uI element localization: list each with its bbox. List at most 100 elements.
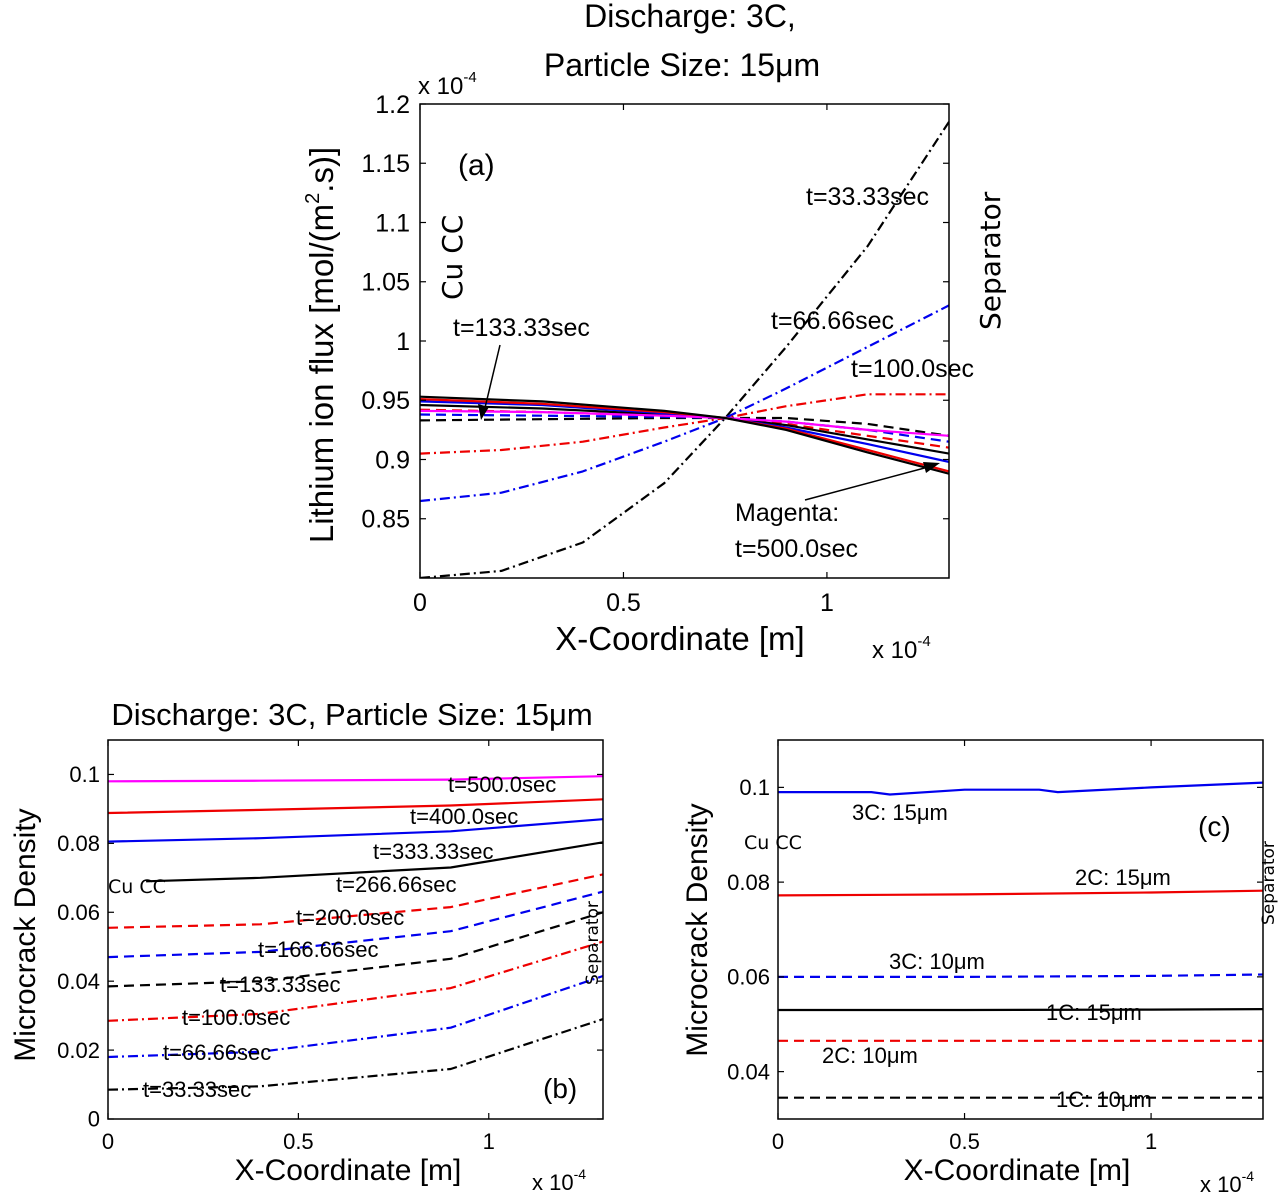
chart-b-series-line-1: [108, 798, 603, 815]
chart-a-xlabel: X-Coordinate [m]: [555, 620, 804, 657]
chart-b-label-t266: t=266.66sec: [336, 872, 456, 897]
chart-a-ytick-label-1: 0.9: [375, 446, 410, 474]
chart-a-ytick-label-5: 1.1: [375, 209, 410, 237]
chart-c-axes-box: [777, 739, 1264, 1120]
chart-a-series-line-2: [420, 393, 949, 455]
chart-a-annot-t66: t=66.66sec: [771, 307, 894, 335]
chart-a-ticks: 0 0.5 1 0.85 0.9 0.95 1 1.05 1.1 1.15 1.2: [361, 91, 949, 617]
chart-c-annot-separator: Separator: [1259, 841, 1279, 925]
chart-b-series-line-8: [108, 974, 603, 1059]
chart-b-xtick-label-0: 0: [102, 1129, 114, 1154]
chart-b-series-line-0: [108, 775, 603, 783]
chart-a-ytick-label-6: 1.15: [361, 150, 410, 178]
chart-b-xlabel: X-Coordinate [m]: [235, 1154, 462, 1187]
chart-c-ticks: 0 0.5 1 0.04 0.06 0.08 0.1: [727, 740, 1263, 1154]
chart-c-label-1c10: 1C: 10μm: [1056, 1087, 1152, 1112]
chart-a-annot-t33: t=33.33sec: [806, 183, 929, 211]
chart-b-xscale: x 10-4: [532, 1166, 586, 1195]
chart-c-series-line-3: [778, 1007, 1263, 1012]
chart-b-axes-box: [107, 739, 604, 1120]
chart-a-ytick-label-4: 1.05: [361, 269, 410, 297]
chart-a-yscale: x 10-4: [418, 69, 477, 100]
chart-a-title-line2: Particle Size: 15μm: [544, 47, 820, 83]
chart-a: Discharge: 3C, Particle Size: 15μm x 10-…: [302, 0, 1007, 664]
chart-b-label-t133: t=133.33sec: [220, 972, 340, 997]
chart-b-label-t333: t=333.33sec: [373, 839, 493, 864]
chart-a-ytick-label-2: 0.95: [361, 387, 410, 415]
chart-b-ytick-label-2: 0.04: [57, 969, 100, 994]
chart-a-title-line1: Discharge: 3C,: [584, 0, 796, 34]
chart-c-label-3c15: 3C: 15μm: [852, 800, 948, 825]
chart-a-arrow-t133: [483, 344, 501, 413]
chart-c-series-line-2: [778, 973, 1263, 979]
chart-a-annot-separator: Separator: [974, 191, 1007, 330]
chart-b-label-t100: t=100.0sec: [182, 1005, 290, 1030]
chart-c-line-labels: 3C: 15μm 2C: 15μm 3C: 10μm 1C: 15μm 2C: …: [822, 800, 1171, 1112]
chart-b-series-line-9: [108, 1018, 603, 1091]
chart-b-series-line-5: [108, 890, 603, 959]
chart-b-annot-separator: Separator: [583, 901, 603, 985]
chart-b-ylabel: Microcrack Density: [9, 808, 42, 1061]
chart-a-ytick-label-3: 1: [396, 328, 410, 356]
chart-c-series-line-1: [778, 889, 1263, 897]
chart-b-ytick-label-1: 0.02: [57, 1038, 100, 1063]
chart-a-series-line-1: [420, 304, 949, 503]
chart-a-ytick-label-7: 1.2: [375, 91, 410, 119]
chart-c-xtick-label-2: 1: [1145, 1129, 1157, 1154]
chart-b: Discharge: 3C, Particle Size: 15μm 0 0.5 1…: [9, 697, 604, 1195]
chart-c-xlabel: X-Coordinate [m]: [904, 1154, 1131, 1187]
chart-b-label-t66: t=66.66sec: [163, 1040, 271, 1065]
chart-c-xscale: x 10-4: [1200, 1168, 1254, 1196]
chart-a-ylabel: Lithium ion flux [mol/(m2.s)]: [302, 147, 340, 543]
chart-b-xtick-label-1: 0.5: [283, 1129, 314, 1154]
chart-a-annot-cucc: Cu CC: [436, 215, 469, 300]
chart-a-xtick-label-1: 0.5: [606, 589, 641, 617]
chart-b-series-line-6: [108, 911, 603, 988]
chart-b-panel-label: (b): [543, 1073, 577, 1104]
chart-b-annot-cucc: Cu CC: [108, 876, 166, 898]
chart-b-series-line-2: [108, 818, 603, 843]
chart-b-ticks: 0 0.5 1 0 0.02 0.04 0.06 0.08 0.1: [57, 740, 603, 1154]
chart-a-series-line-10: [420, 395, 949, 475]
chart-c-label-2c15: 2C: 15μm: [1075, 865, 1171, 890]
chart-c-ytick-label-2: 0.08: [727, 870, 770, 895]
chart-b-series-line-7: [108, 940, 603, 1022]
chart-b-label-t400: t=400.0sec: [410, 804, 518, 829]
chart-c-ytick-label-1: 0.06: [727, 965, 770, 990]
chart-a-annot-t100: t=100.0sec: [851, 355, 974, 383]
chart-b-label-t166: t=166.66sec: [258, 937, 378, 962]
chart-c-panel-label: (c): [1198, 811, 1231, 842]
chart-b-line-labels: t=500.0sec t=400.0sec t=333.33sec t=266.…: [143, 772, 556, 1102]
chart-c-series-line-0: [778, 781, 1263, 796]
chart-b-ytick-label-4: 0.08: [57, 831, 100, 856]
chart-c-label-3c10: 3C: 10μm: [889, 949, 985, 974]
chart-a-panel-label: (a): [458, 149, 495, 182]
chart-a-arrow-magenta: [804, 465, 933, 501]
chart-b-label-t33: t=33.33sec: [143, 1077, 251, 1102]
chart-a-annot-t133: t=133.33sec: [453, 314, 590, 342]
chart-c-ytick-label-0: 0.04: [727, 1059, 770, 1084]
chart-c-annot-cucc: Cu CC: [744, 832, 802, 854]
chart-b-title: Discharge: 3C, Particle Size: 15μm: [111, 697, 592, 732]
chart-b-xtick-label-2: 1: [483, 1129, 495, 1154]
chart-a-xtick-label-0: 0: [413, 589, 427, 617]
chart-b-ytick-label-3: 0.06: [57, 900, 100, 925]
chart-a-annot-t500: t=500.0sec: [735, 535, 858, 563]
chart-c-ylabel: Microcrack Density: [681, 803, 714, 1056]
chart-b-label-t500: t=500.0sec: [448, 772, 556, 797]
chart-b-ytick-label-0: 0: [88, 1107, 100, 1132]
chart-c: 0 0.5 10.040.060.080.1 Microcrack Density …: [681, 739, 1279, 1196]
chart-c-series: [778, 781, 1263, 1099]
chart-b-series-line-4: [108, 873, 603, 929]
chart-c-xtick-label-1: 0.5: [949, 1129, 980, 1154]
chart-c-ytick-label-3: 0.1: [739, 775, 770, 800]
chart-a-series: [420, 121, 949, 578]
chart-a-annot-magenta: Magenta:: [735, 499, 839, 527]
chart-a-arrowhead-t133: [478, 404, 489, 420]
chart-a-xscale: x 10-4: [872, 633, 931, 664]
chart-b-series: [108, 775, 603, 1091]
chart-a-arrowhead-magenta: [923, 462, 940, 473]
chart-b-ytick-label-5: 0.1: [69, 762, 100, 787]
chart-c-xtick-label-0: 0: [772, 1129, 784, 1154]
